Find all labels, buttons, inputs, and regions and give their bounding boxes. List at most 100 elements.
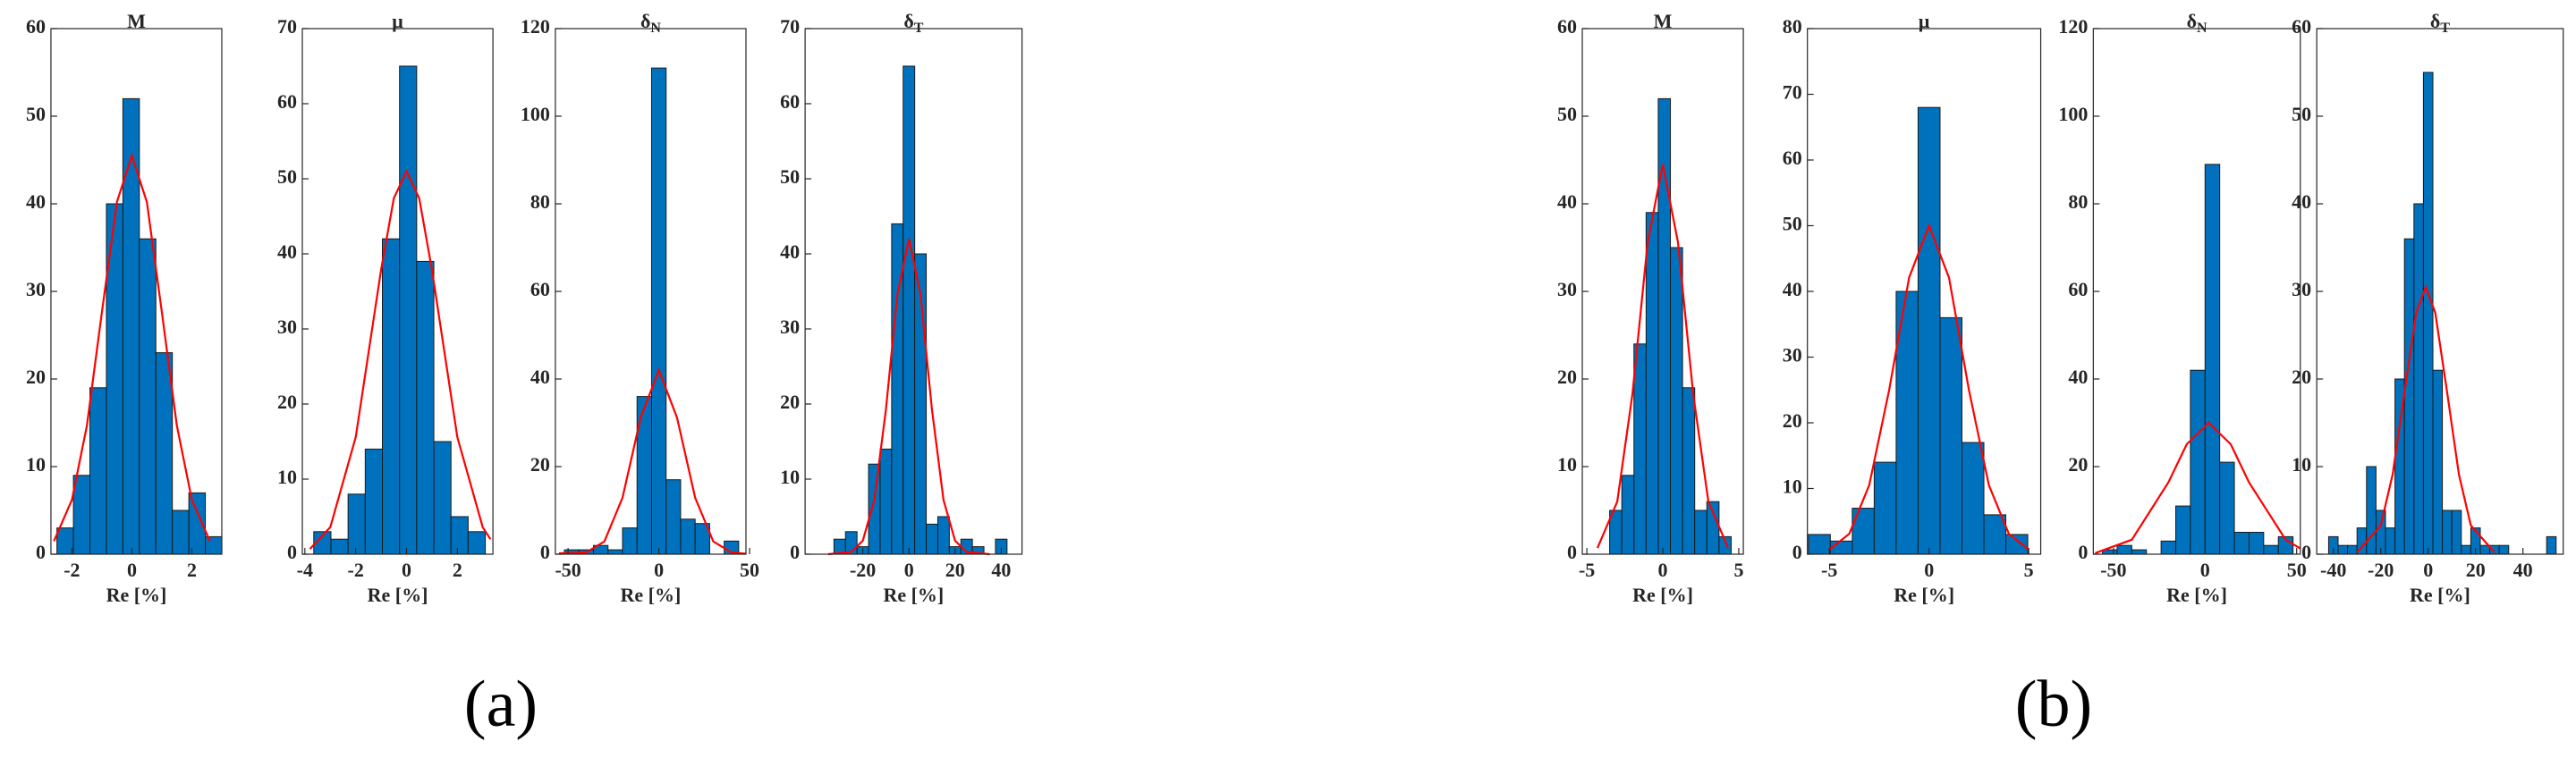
x-axis-label: Re [%]	[368, 584, 428, 606]
bar	[2175, 505, 2191, 555]
y-tick-label: 20	[2068, 453, 2088, 476]
x-tick-label: 0	[127, 559, 137, 581]
bar	[56, 527, 74, 555]
bar	[1657, 97, 1672, 555]
bar	[2442, 510, 2453, 555]
y-tick-label: 30	[780, 316, 800, 338]
y-tick-label: 80	[530, 190, 550, 213]
bar	[607, 549, 623, 555]
bar	[450, 516, 469, 555]
bar	[2337, 544, 2349, 555]
x-tick-label: 5	[2024, 559, 2034, 581]
y-tick-label: 20	[2292, 366, 2311, 388]
x-tick-label: -20	[2368, 559, 2394, 581]
title-main: M	[1654, 10, 1673, 32]
x-tick-label: 2	[187, 559, 197, 581]
y-tick-label: 10	[1557, 453, 1577, 476]
y-tick-label: 10	[2292, 453, 2311, 476]
chart-title: μ	[392, 10, 403, 32]
y-tick-label: 30	[1557, 278, 1577, 300]
y-tick-label: 40	[2068, 366, 2088, 388]
chart-title: δT	[903, 10, 923, 36]
bar	[1983, 514, 2007, 555]
fit-curve	[2095, 421, 2301, 554]
x-tick-label: 0	[2423, 559, 2433, 581]
axes-box	[804, 28, 1023, 555]
y-tick-label: 30	[1783, 344, 1802, 366]
fit-curve	[1828, 223, 2029, 551]
bar	[1829, 540, 1853, 555]
axes-box	[301, 28, 494, 555]
y-tick-label: 50	[1557, 103, 1577, 125]
bar	[665, 479, 682, 555]
x-axis-label: Re [%]	[621, 584, 682, 606]
x-axis-label: Re [%]	[2410, 584, 2470, 606]
x-tick-label: 5	[1733, 559, 1743, 581]
x-tick-label: -50	[2100, 559, 2126, 581]
y-tick-label: 100	[2058, 103, 2088, 125]
bar	[2461, 544, 2471, 555]
x-tick-label: -2	[348, 559, 364, 581]
bar	[2160, 540, 2177, 555]
bar	[2451, 510, 2462, 555]
x-axis-label: Re [%]	[106, 584, 167, 606]
x-tick-label: -2	[64, 559, 80, 581]
bar	[416, 260, 435, 555]
bar	[680, 518, 696, 555]
title-main: μ	[392, 10, 403, 32]
title-main: δ	[2187, 10, 2197, 32]
y-tick-label: 40	[530, 366, 550, 388]
y-tick-label: 20	[530, 453, 550, 476]
bar	[1917, 106, 1941, 555]
bar	[1873, 461, 1897, 555]
bar	[1645, 212, 1659, 555]
bar	[382, 238, 401, 555]
bar	[205, 535, 223, 555]
bar	[2385, 527, 2396, 555]
bar	[2403, 238, 2415, 555]
bar	[879, 448, 893, 555]
bar	[2413, 203, 2424, 555]
x-tick-label: 20	[2466, 559, 2486, 581]
bar	[155, 352, 174, 555]
x-tick-label: -5	[1821, 559, 1837, 581]
x-tick-label: 0	[1658, 559, 1668, 581]
title-subscript: N	[2197, 21, 2207, 36]
y-tick-label: 70	[277, 15, 297, 38]
fit-curve	[53, 152, 211, 542]
chart-title: M	[127, 10, 146, 32]
bar	[122, 97, 140, 555]
bar	[2233, 532, 2250, 555]
chart-title: δN	[2187, 10, 2207, 36]
x-axis-label: Re [%]	[2166, 584, 2227, 606]
y-tick-label: 60	[277, 90, 297, 113]
y-tick-label: 40	[1557, 190, 1577, 213]
x-tick-label: 0	[654, 559, 664, 581]
y-tick-label: 20	[26, 366, 46, 388]
y-tick-label: 50	[1783, 213, 1802, 235]
bar	[433, 441, 452, 555]
bar	[1670, 247, 1683, 555]
bar	[72, 475, 91, 555]
bar	[926, 523, 938, 555]
x-tick-label: 40	[991, 559, 1011, 581]
x-tick-label: 0	[402, 559, 411, 581]
bar	[1808, 534, 1831, 555]
bar	[2347, 544, 2358, 555]
y-tick-label: 50	[780, 165, 800, 188]
panel-label: (b)	[2015, 668, 2092, 741]
title-main: μ	[1919, 10, 1930, 32]
y-tick-label: 10	[26, 453, 46, 476]
bar	[330, 538, 349, 555]
chart-title: μ	[1919, 10, 1930, 32]
fit-curve	[2356, 283, 2496, 553]
title-main: δ	[2430, 10, 2440, 32]
y-tick-label: 20	[277, 391, 297, 413]
y-tick-label: 20	[780, 391, 800, 413]
bar	[139, 238, 157, 555]
bar	[2248, 532, 2265, 555]
bar	[1621, 475, 1635, 555]
y-tick-label: 40	[780, 240, 800, 263]
x-tick-label: 2	[453, 559, 462, 581]
bar	[2219, 461, 2235, 555]
